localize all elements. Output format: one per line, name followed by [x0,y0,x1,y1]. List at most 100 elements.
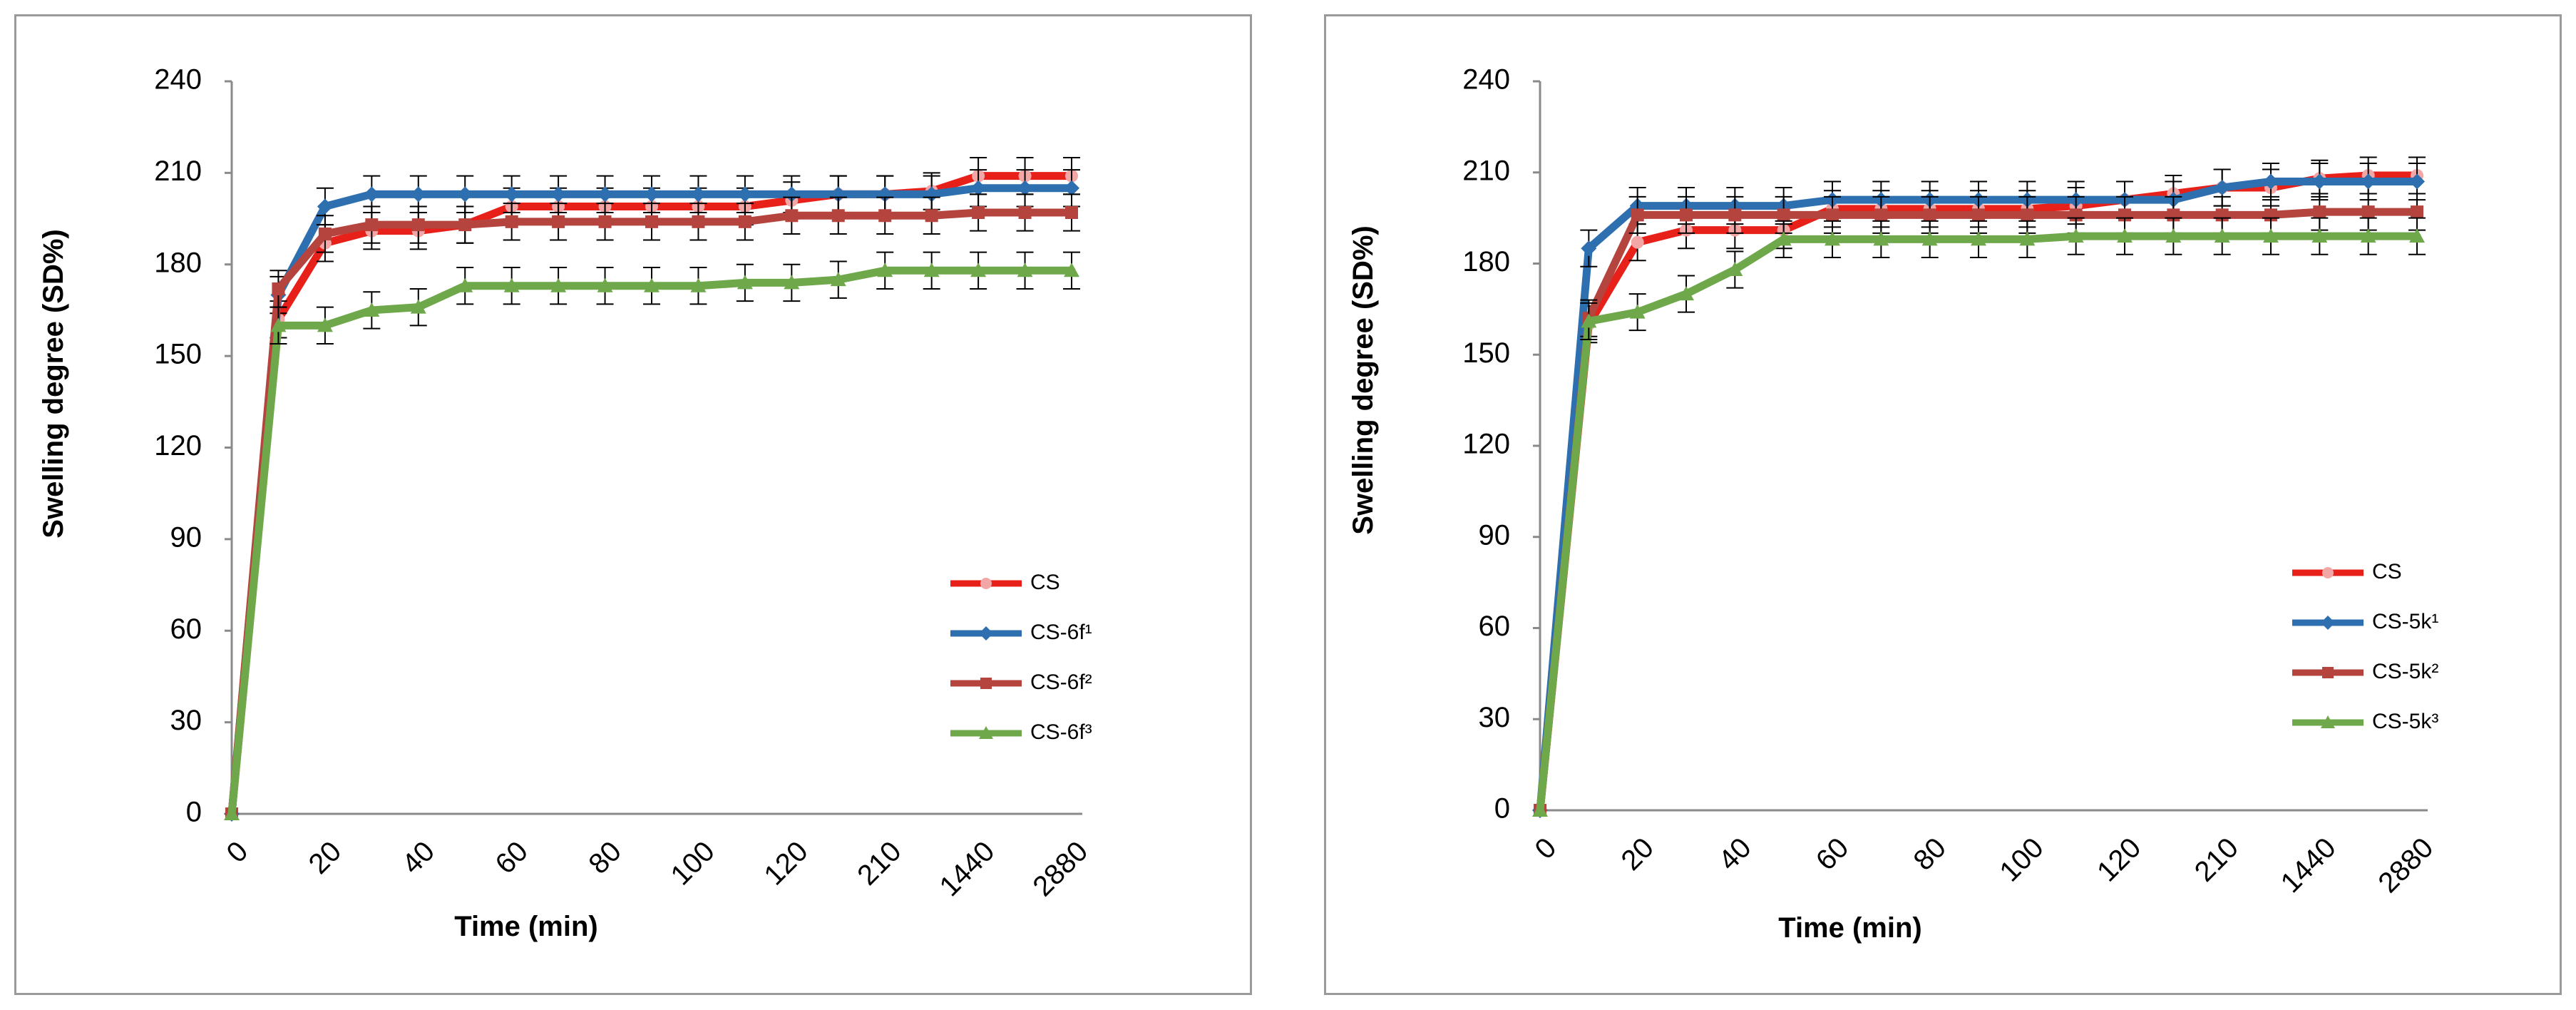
series-line [227,266,1076,818]
series-CS-6f³ [224,251,1080,820]
data-point [458,218,472,232]
x-axis-title: Time (min) [454,911,598,942]
data-point [2214,180,2230,196]
y-tick-label: 180 [1462,246,1510,277]
data-point [597,277,613,292]
y-axis-title: Swelling degree (SD%) [38,229,69,538]
x-tick-label: 0 [221,835,255,869]
data-point [1631,208,1644,222]
series-line [1536,232,2421,815]
data-point [830,272,846,287]
data-point [318,227,332,240]
data-point [1532,802,1548,817]
data-point [2263,173,2279,190]
data-point [598,215,612,228]
data-point [2360,228,2376,243]
data-point [1728,208,1742,222]
x-tick-label: 60 [1810,832,1855,877]
data-point [1629,304,1646,319]
swelling-chart-left: Time (min) Swelling degree (SD%) 0 30 60 90… [38,64,1094,942]
data-point [692,215,705,228]
data-point [785,209,799,223]
data-point [830,186,846,203]
series-CS-5k³ [1532,217,2426,817]
data-point [1923,208,1936,222]
data-point [410,299,426,314]
series-line [1536,178,2421,815]
x-tick-label: 100 [664,835,720,891]
data-point [877,186,893,203]
data-point [980,578,992,589]
data-point [2263,228,2279,243]
data-point [1064,262,1079,277]
legend-label: CS-6f³ [1030,720,1092,744]
x-tick-label: 100 [1993,832,2049,887]
y-tick-label: 120 [1462,429,1510,460]
data-point [503,186,520,203]
data-point [2322,667,2334,678]
data-point [503,277,520,292]
y-tick-label: 150 [154,339,202,370]
y-tick-label: 30 [1479,702,1511,733]
data-point [224,806,240,820]
data-point [831,209,845,223]
series-CS-5k¹ [1532,162,2426,818]
x-axis-title: Time (min) [1778,912,1922,944]
data-point [1017,262,1033,277]
legend-label: CS [1030,571,1060,594]
x-tick-label: 210 [2189,832,2244,887]
data-point [925,209,938,223]
y-axis-title: Swelling degree (SD%) [1348,225,1379,534]
data-point [1631,235,1644,249]
data-point [2214,228,2230,243]
data-point [457,186,473,203]
data-point [1065,206,1078,220]
data-point [645,215,658,228]
data-point [2311,173,2328,190]
data-point [1825,231,1840,246]
x-tick-label: 80 [583,835,627,880]
x-tick-label: 120 [758,835,814,891]
x-tick-label: 20 [1615,832,1660,877]
data-point [1680,208,1693,222]
data-point [2361,205,2375,219]
data-point [457,277,473,292]
x-tick-label: 1440 [2275,832,2342,899]
legend-label: CS-6f¹ [1030,621,1092,644]
y-tick-label: 90 [170,521,202,553]
data-point [550,277,567,292]
data-point [2409,173,2425,190]
x-tick-label: 1440 [933,835,1000,902]
y-tick-label: 210 [1462,155,1510,186]
y-tick-label: 60 [170,613,202,645]
data-point [737,275,753,290]
data-point [1873,231,1889,246]
series-line [1536,171,2421,815]
x-tick-label: 20 [303,835,348,880]
data-point [552,215,565,228]
data-point [690,186,707,203]
y-tick-label: 210 [154,155,202,187]
data-point [1874,208,1888,222]
data-point [2313,205,2326,219]
chart-panel-right: Time (min) Swelling degree (SD%) 0 30 60 90… [1324,14,2562,995]
data-point [1777,208,1790,222]
data-point [364,302,380,317]
data-point [923,262,940,277]
y-tick-label: 240 [1462,64,1510,96]
data-point [979,726,993,739]
x-tick-label: 2880 [1027,835,1094,902]
data-point [1826,208,1839,222]
x-tick-label: 0 [1529,832,1563,865]
data-point [1678,286,1694,301]
data-point [410,186,426,203]
y-tick-label: 90 [1479,519,1511,551]
data-point [877,262,893,277]
data-point [317,198,333,215]
x-tick-label: 60 [489,835,534,880]
x-tick-label: 2880 [2372,832,2439,899]
series-CS [225,156,1080,820]
x-tick-label: 80 [1907,832,1952,877]
series-CS-6f² [225,193,1080,820]
data-point [784,275,800,290]
